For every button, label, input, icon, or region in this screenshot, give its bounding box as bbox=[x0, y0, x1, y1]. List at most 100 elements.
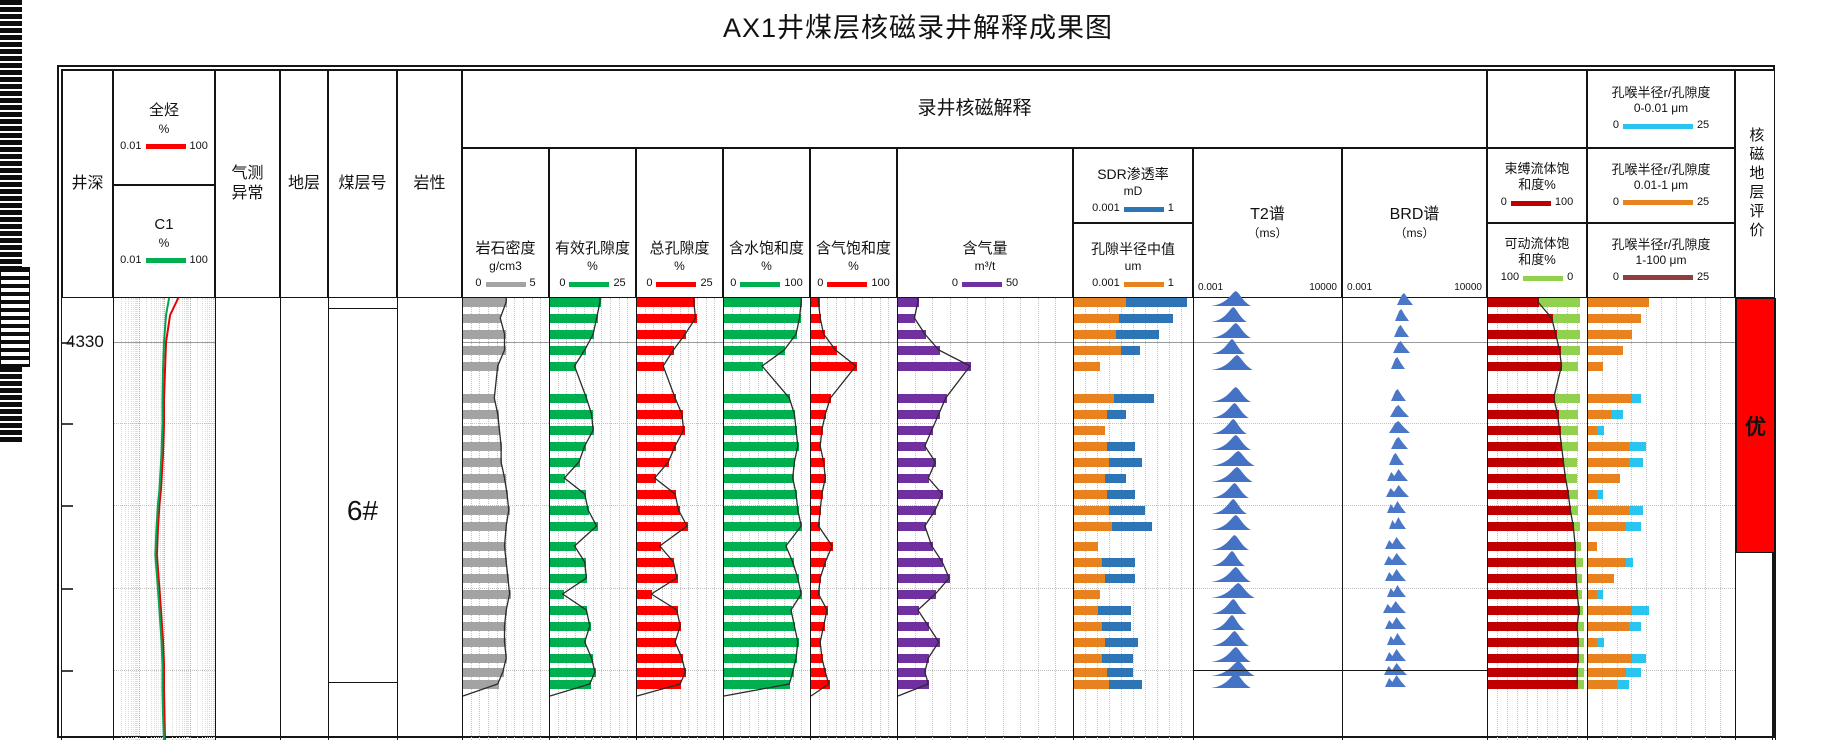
tpor-bar bbox=[637, 654, 683, 663]
gas-curves bbox=[154, 297, 180, 740]
gcon-bar bbox=[898, 426, 933, 435]
page-title: AX1井煤层核磁录井解释成果图 bbox=[722, 13, 1114, 43]
grid-line bbox=[609, 298, 611, 740]
grid-line bbox=[740, 298, 742, 740]
gsat-bar bbox=[811, 394, 832, 403]
header-pore-throat-2: 孔喉半径r/孔隙度 0.01-1 μm 0 25 bbox=[1587, 148, 1735, 223]
epor-bar bbox=[550, 458, 580, 467]
den-bar bbox=[463, 362, 499, 371]
tpor-bar bbox=[637, 506, 680, 515]
epor-bar bbox=[550, 638, 586, 647]
grid-line bbox=[1121, 298, 1122, 740]
gcon-bar bbox=[898, 606, 919, 615]
lithology-coal bbox=[0, 367, 22, 442]
wsat-envelope bbox=[723, 298, 802, 697]
depth-gridline bbox=[897, 588, 1073, 589]
wsat-bar bbox=[724, 410, 796, 419]
wsat-bar bbox=[724, 668, 794, 677]
header-movable-fluid: 可动流体饱 和度% 100 0 bbox=[1487, 223, 1587, 298]
tpor-bar bbox=[637, 458, 670, 467]
gcon-bar bbox=[898, 558, 944, 567]
header-total-hydrocarbon: 全烃 % 0.01 100 bbox=[113, 70, 215, 185]
depth-gridline bbox=[113, 588, 215, 589]
gsat-bar bbox=[811, 298, 820, 307]
depth-tick bbox=[62, 505, 73, 507]
gsat-bar bbox=[811, 622, 825, 631]
wsat-bar bbox=[724, 680, 791, 689]
t2-peak bbox=[1210, 647, 1251, 662]
gcon-bar bbox=[898, 638, 940, 647]
t2-peak bbox=[1210, 483, 1249, 498]
track-border bbox=[113, 298, 114, 740]
total-hc-scale: 0.01 100 bbox=[120, 139, 208, 152]
depth-gridline bbox=[1487, 423, 1587, 424]
gsat-bar bbox=[811, 474, 827, 483]
depth-gridline bbox=[1587, 342, 1735, 343]
depth-tick bbox=[62, 588, 73, 590]
wsat-bar bbox=[724, 590, 803, 599]
tpor-bar bbox=[637, 298, 695, 307]
wsat-bar bbox=[724, 542, 787, 551]
depth-gridline bbox=[113, 505, 215, 506]
header-stratum: 地层 bbox=[280, 70, 328, 298]
grid-line bbox=[1181, 298, 1182, 740]
den-bar bbox=[463, 474, 506, 483]
spectra-bottom-border bbox=[1193, 670, 1487, 671]
track-border bbox=[1587, 298, 1588, 740]
den-bar bbox=[463, 622, 506, 631]
depth-gridline bbox=[897, 342, 1073, 343]
grid-line bbox=[1527, 298, 1528, 740]
grid-line bbox=[1507, 298, 1508, 740]
track-border bbox=[397, 298, 398, 740]
grid-line bbox=[783, 298, 785, 740]
grid-line bbox=[505, 298, 507, 740]
lithology-coal bbox=[0, 0, 22, 267]
depth-tick bbox=[62, 670, 73, 672]
gcon-bar bbox=[898, 506, 937, 515]
depth-gridline bbox=[1073, 670, 1193, 671]
gsat-bar bbox=[811, 362, 857, 371]
grid-line bbox=[1567, 298, 1568, 740]
header-t2-spectrum: T2谱 （ms） 0.001 10000 bbox=[1193, 148, 1342, 298]
brd-peak bbox=[1388, 453, 1404, 465]
wsat-bar bbox=[724, 330, 798, 339]
epor-bar bbox=[550, 442, 586, 451]
brd-peak bbox=[1386, 633, 1406, 645]
depth-gridline bbox=[810, 670, 897, 671]
grid-line bbox=[575, 298, 577, 740]
gcon-bar bbox=[898, 668, 926, 677]
grid-line bbox=[949, 298, 951, 740]
den-bar bbox=[463, 574, 509, 583]
brd-peak bbox=[1383, 663, 1407, 675]
epor-bar bbox=[550, 622, 591, 631]
wsat-bar bbox=[724, 474, 794, 483]
tpor-bar bbox=[637, 426, 685, 435]
header-gas-anomaly: 气测 异常 bbox=[215, 70, 280, 298]
grid-line bbox=[514, 298, 516, 740]
den-bar bbox=[463, 298, 508, 307]
header-depth: 井深 bbox=[62, 70, 113, 298]
depth-gridline bbox=[810, 423, 897, 424]
depth-tick bbox=[62, 423, 73, 425]
grid-line bbox=[662, 298, 664, 740]
depth-gridline bbox=[1487, 342, 1587, 343]
evaluation-block: 优 bbox=[1736, 298, 1775, 553]
depth-gridline bbox=[462, 423, 549, 424]
depth-gridline bbox=[897, 670, 1073, 671]
grid-line bbox=[1133, 298, 1134, 740]
t2-peak bbox=[1210, 355, 1253, 370]
epor-bar bbox=[550, 330, 595, 339]
header-track-1: 有效孔隙度% 0 25 bbox=[549, 148, 636, 298]
depth-gridline bbox=[810, 342, 897, 343]
t2-peak bbox=[1210, 467, 1253, 482]
epor-bar bbox=[550, 606, 588, 615]
lithology-carbonaceous-mudstone bbox=[0, 267, 30, 367]
gcon-bar bbox=[898, 654, 930, 663]
grid-line bbox=[1002, 298, 1004, 740]
den-bar bbox=[463, 506, 510, 515]
gsat-bar bbox=[811, 442, 822, 451]
wsat-bar bbox=[724, 426, 798, 435]
gsat-bar bbox=[811, 330, 825, 339]
wsat-bar bbox=[724, 298, 803, 307]
